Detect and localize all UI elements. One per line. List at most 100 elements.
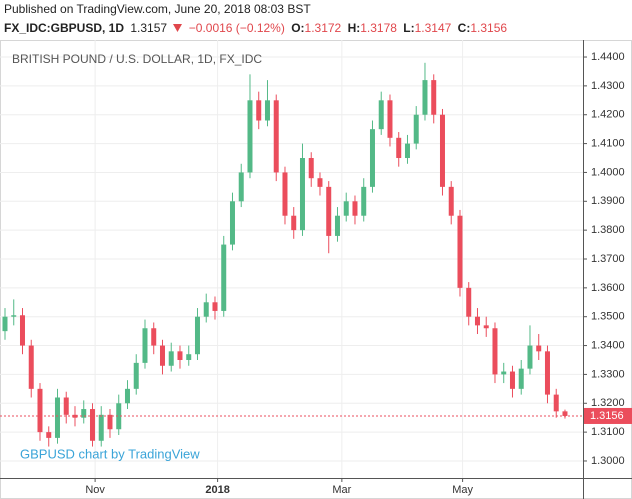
ohlc-label: H: [347, 21, 361, 35]
candle-body [186, 354, 192, 360]
ohlc-value: 1.3178 [360, 21, 397, 35]
price-change: −0.0016 (−0.12%) [188, 21, 285, 35]
candle-body [483, 325, 489, 329]
symbol: FX_IDC:GBPUSD, 1D [4, 21, 125, 35]
candle-body [256, 100, 262, 121]
last-price: 1.3157 [130, 21, 168, 35]
candle-body [352, 201, 358, 216]
candle-body [203, 302, 209, 317]
chart-frame [0, 40, 632, 499]
y-tick-label: 1.4400 [591, 51, 625, 63]
candle-body [46, 432, 52, 438]
candle-body [501, 371, 507, 375]
candle-body [159, 345, 165, 366]
candle-body [396, 137, 402, 159]
candle-body [466, 287, 472, 317]
down-arrow [173, 24, 183, 32]
candle-body [334, 215, 340, 236]
x-tick-label: Mar [332, 484, 351, 496]
candle-body [562, 411, 568, 416]
candle-body [509, 371, 515, 389]
published-line: Published on TradingView.com, June 20, 2… [4, 2, 311, 16]
y-tick-label: 1.4300 [591, 80, 625, 92]
candle-body [299, 158, 305, 231]
candle-body [194, 316, 200, 355]
candle-body [273, 100, 279, 173]
candle-body [107, 414, 113, 430]
candle-body [2, 316, 8, 332]
watermark: GBPUSD chart by TradingView [20, 446, 200, 461]
candle-body [439, 114, 445, 187]
symbol-line: FX_IDC:GBPUSD, 1D 1.3157 −0.0016 (−0.12%… [4, 21, 510, 35]
candle-body [553, 394, 559, 412]
candle-body [518, 368, 524, 389]
ohlc-label: O: [291, 21, 305, 35]
ohlc-value: 1.3172 [304, 21, 342, 35]
candle-body [133, 362, 139, 389]
candle-body [72, 414, 78, 418]
candle-body [221, 244, 227, 311]
candle-body [11, 315, 17, 317]
y-tick-label: 1.3200 [591, 397, 625, 409]
candle-body [282, 172, 288, 216]
candle-body [63, 397, 69, 415]
y-tick-label: 1.3100 [591, 426, 625, 438]
candle-body [142, 328, 148, 363]
last-price-label: 1.3156 [590, 410, 624, 422]
candle-body [28, 345, 34, 389]
candle-body [404, 143, 410, 159]
chart: 1.3000 1.3100 1.3200 1.3300 1.3400 1.3500 1.36… [0, 40, 632, 499]
candle-body [264, 100, 270, 121]
candle-body [343, 201, 349, 216]
candle-body [527, 345, 533, 369]
candle-body [387, 100, 393, 138]
ohlc-value: 1.3156 [470, 21, 508, 35]
candle-body [124, 388, 130, 404]
candle-body [168, 351, 174, 366]
candle-body [308, 158, 314, 179]
candle-body [413, 114, 419, 144]
y-tick-label: 1.3500 [591, 311, 625, 323]
candle-body [378, 100, 384, 130]
y-tick-label: 1.3600 [591, 282, 625, 294]
candle-body [431, 80, 437, 115]
candle-body [326, 186, 332, 236]
y-tick-label: 1.3400 [591, 339, 625, 351]
candle-body [536, 345, 542, 352]
ohlc-value: 1.3147 [414, 21, 452, 35]
candle-body [457, 215, 463, 288]
candle-body [448, 186, 454, 216]
candle-body [422, 80, 428, 115]
x-tick-label: Nov [85, 484, 105, 496]
candle-body [89, 409, 95, 441]
ohlc-label: L: [403, 21, 415, 35]
candles [2, 62, 568, 447]
candle-body [81, 409, 87, 418]
y-tick-label: 1.3900 [591, 195, 625, 207]
candle-body [37, 388, 43, 433]
candle-body [116, 403, 122, 430]
candle-body [98, 414, 104, 441]
y-tick-label: 1.4200 [591, 109, 625, 121]
x-tick-label: May [452, 484, 473, 496]
candle-body [177, 351, 183, 360]
candle-body [492, 328, 498, 375]
candle-body [544, 351, 550, 395]
candle-body [317, 178, 323, 187]
y-tick-label: 1.4100 [591, 137, 625, 149]
candle-body [247, 100, 253, 173]
candle-body [361, 186, 367, 216]
y-tick-label: 1.3300 [591, 368, 625, 380]
last-price-box [584, 407, 632, 424]
ohlc-label: C: [457, 21, 471, 35]
y-tick-label: 1.3000 [591, 455, 625, 467]
candle-body [212, 302, 218, 311]
candle-body [229, 201, 235, 245]
candle-body [238, 172, 244, 202]
candle-body [151, 328, 157, 346]
y-tick-label: 1.4000 [591, 166, 625, 178]
candle-body [369, 129, 375, 187]
candle-body [291, 215, 297, 231]
y-tick-label: 1.3700 [591, 253, 625, 265]
